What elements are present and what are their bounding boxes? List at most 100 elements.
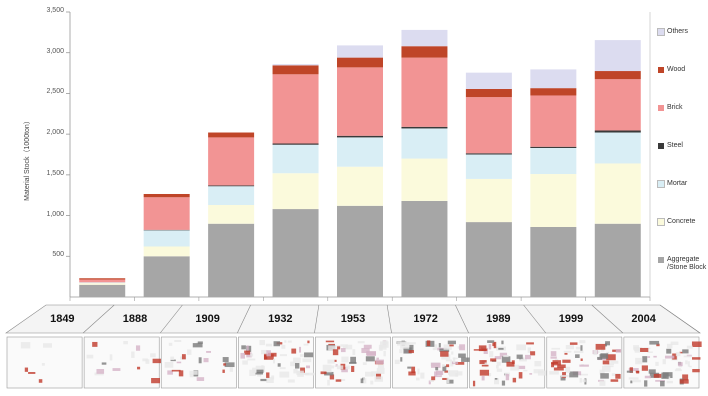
map-thumbnail-1989 (469, 336, 548, 389)
map-patch (641, 365, 648, 371)
bar-segment-concrete-1909 (208, 204, 255, 224)
map-patch (327, 359, 335, 364)
map-patch (439, 348, 450, 352)
map-patch (340, 348, 346, 353)
map-patch (481, 348, 488, 351)
map-patch (526, 342, 534, 345)
map-patch (273, 358, 276, 364)
map-patch (416, 377, 420, 381)
map-patch (597, 356, 603, 360)
bar-segment-steel-1909 (208, 185, 255, 187)
y-tick-label: 3,000 (46, 47, 64, 55)
map-patch (329, 374, 335, 380)
map-patch (505, 374, 510, 381)
map-patch (677, 362, 683, 367)
bar-segment-aggregate-stone-block-1972 (401, 200, 448, 297)
map-patch (496, 365, 499, 369)
legend-item: Aggregate /Stone Block (656, 256, 708, 292)
map-patch (664, 355, 675, 359)
map-patch (557, 364, 566, 368)
map-patch (579, 364, 589, 367)
map-thumbnail-1972 (392, 336, 471, 389)
map-patch (328, 345, 337, 351)
map-patch (174, 340, 182, 342)
map-patch (449, 344, 454, 347)
map-patch (206, 350, 211, 353)
map-patch (240, 352, 245, 359)
year-divider (591, 304, 624, 334)
bar-segment-brick-1888 (143, 197, 190, 230)
map-patch (443, 344, 452, 350)
map-patch (403, 347, 412, 354)
map-patch (493, 341, 497, 349)
map-patch (261, 365, 264, 370)
map-patch (261, 349, 268, 355)
map-thumbnail-1932 (238, 336, 315, 389)
map-patch (600, 353, 609, 359)
map-patch (374, 376, 383, 382)
map-patch (176, 361, 182, 364)
map-patch (599, 380, 606, 386)
bar-segment-steel-1888 (143, 229, 190, 231)
bar-segment-mortar-1989 (465, 154, 512, 179)
map-patch (189, 374, 194, 378)
map-patch (569, 371, 579, 378)
bar-segment-others-1932 (272, 64, 319, 66)
map-patch (575, 346, 582, 350)
map-patch (644, 380, 648, 387)
map-patch (692, 369, 700, 373)
map-patch (150, 353, 156, 358)
bar-segment-aggregate-stone-block-1999 (530, 226, 577, 297)
map-patch (94, 372, 104, 376)
map-patch (691, 341, 702, 347)
map-patch (224, 362, 235, 368)
map-patch (382, 340, 388, 345)
map-patch (601, 365, 611, 372)
map-thumbnails (6, 336, 702, 389)
map-patch (573, 350, 584, 354)
map-patch (569, 342, 578, 345)
map-patch (394, 359, 400, 365)
bar-segment-aggregate-stone-block-1849 (79, 284, 126, 297)
map-patch (565, 344, 574, 350)
map-patch (198, 357, 202, 364)
x-label-1932: 1932 (268, 313, 293, 325)
map-patch (86, 354, 94, 359)
map-patch (431, 362, 441, 368)
legend-swatch (657, 28, 665, 36)
map-patch (679, 351, 683, 354)
map-patch (417, 368, 420, 375)
map-patch (331, 365, 335, 369)
map-patch (299, 354, 304, 357)
map-patch (371, 371, 380, 377)
map-patch (564, 352, 568, 355)
bar-segment-mortar-1909 (208, 186, 255, 205)
map-patch (287, 379, 295, 383)
map-patch (370, 380, 374, 385)
map-patch (305, 365, 310, 369)
bar-segment-aggregate-stone-block-1909 (208, 223, 255, 297)
map-patch (20, 342, 31, 349)
map-patch (554, 358, 559, 361)
map-patch (279, 354, 287, 357)
map-patch (635, 357, 643, 365)
map-patch (28, 372, 36, 374)
legend-swatch (658, 257, 664, 263)
map-patch (342, 346, 348, 349)
map-patch (242, 360, 248, 365)
map-patch (429, 379, 434, 382)
map-patch (481, 376, 485, 381)
map-patch (246, 345, 249, 351)
bar-segment-wood-1909 (208, 132, 255, 138)
map-patch (375, 359, 384, 364)
map-patch (244, 350, 251, 355)
map-patch (448, 370, 459, 377)
map-patch (266, 350, 271, 357)
map-patch (152, 358, 162, 364)
year-strip (5, 304, 701, 334)
map-patch (137, 366, 141, 370)
map-patch (675, 352, 681, 357)
map-patch (229, 367, 233, 372)
map-patch (361, 347, 370, 354)
